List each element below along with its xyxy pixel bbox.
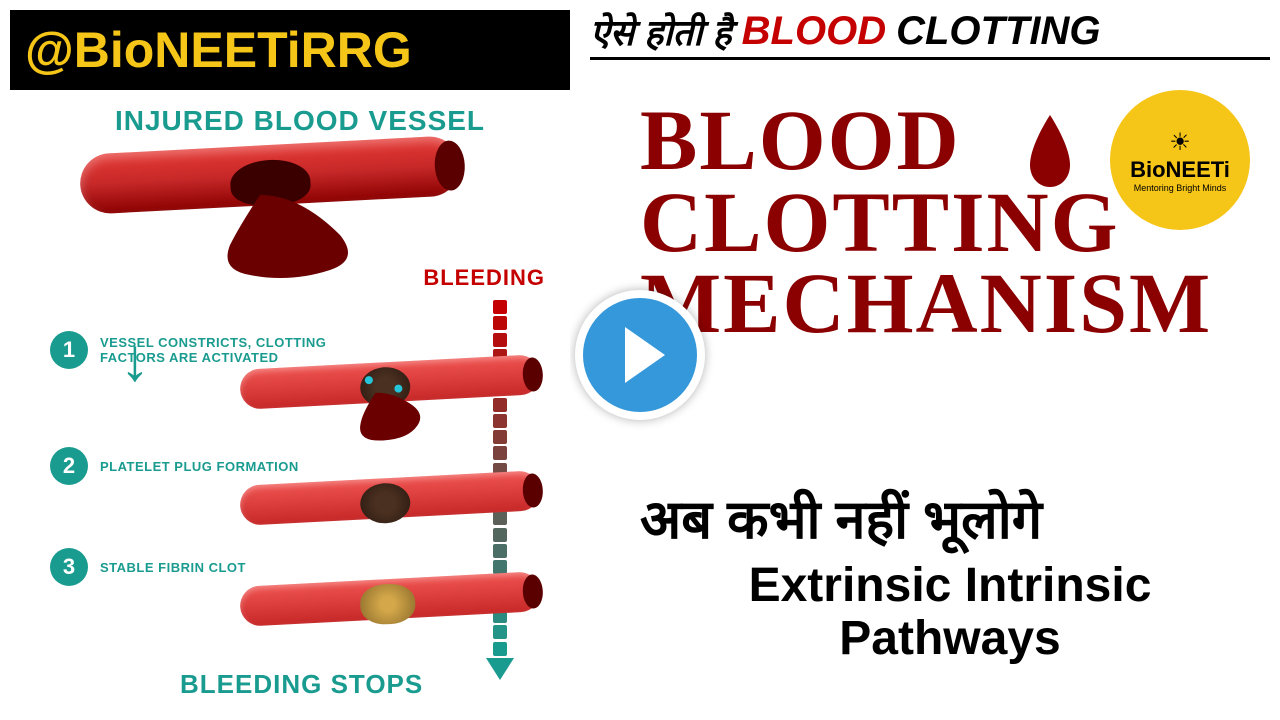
arrow-head-icon (486, 658, 514, 680)
clotting-word: CLOTTING (896, 9, 1100, 54)
bleeding-stops-label: BLEEDING STOPS (180, 669, 423, 700)
hindi-subtitle: अब कभी नहीं भूलोगे (640, 480, 1042, 554)
channel-handle: @BioNEETiRRG (25, 21, 412, 79)
title-line-1: BLOOD (640, 100, 1260, 182)
play-button[interactable] (575, 290, 705, 420)
step-1-label: VESSEL CONSTRICTS, CLOTTING FACTORS ARE … (100, 335, 350, 365)
gradient-dot (493, 625, 507, 639)
gradient-dot (493, 642, 507, 656)
gradient-dot (493, 316, 507, 330)
step-3-badge: 3 (50, 548, 88, 586)
platelet-plug (359, 482, 411, 525)
step-2-badge: 2 (50, 447, 88, 485)
title-line-3: MECHANISM (640, 263, 1260, 345)
diagram-title: INJURED BLOOD VESSEL (30, 105, 570, 137)
channel-banner: @BioNEETiRRG (10, 10, 570, 90)
blood-drop-icon (1020, 110, 1080, 190)
top-caption: ऐसे होती है BLOOD CLOTTING (590, 10, 1270, 60)
blood-word: BLOOD (742, 9, 886, 54)
step-1-badge: 1 (50, 331, 88, 369)
blood-spill (220, 195, 360, 285)
injured-vessel (80, 145, 460, 205)
play-icon (625, 327, 665, 383)
bleeding-label: BLEEDING (423, 265, 545, 291)
gradient-dot (493, 414, 507, 428)
gradient-dot (493, 398, 507, 412)
clotting-diagram: INJURED BLOOD VESSEL ↓ BLEEDING 1 VESSEL… (30, 105, 570, 705)
mini-spill (351, 390, 434, 444)
gradient-dot (493, 528, 507, 542)
subtitle-line-2: Pathways (640, 613, 1260, 666)
main-title: BLOOD CLOTTING MECHANISM (640, 100, 1260, 345)
gradient-dot (493, 430, 507, 444)
step-2-label: PLATELET PLUG FORMATION (100, 459, 299, 474)
gradient-dot (493, 511, 507, 525)
hindi-intro: ऐसे होती है (590, 7, 732, 56)
fibrin-clot (359, 583, 416, 626)
gradient-dot (493, 300, 507, 314)
step-3-label: STABLE FIBRIN CLOT (100, 560, 246, 575)
english-subtitle: Extrinsic Intrinsic Pathways (640, 560, 1260, 666)
title-line-2: CLOTTING (640, 182, 1260, 264)
vessel-end (433, 140, 466, 192)
subtitle-line-1: Extrinsic Intrinsic (640, 560, 1260, 613)
